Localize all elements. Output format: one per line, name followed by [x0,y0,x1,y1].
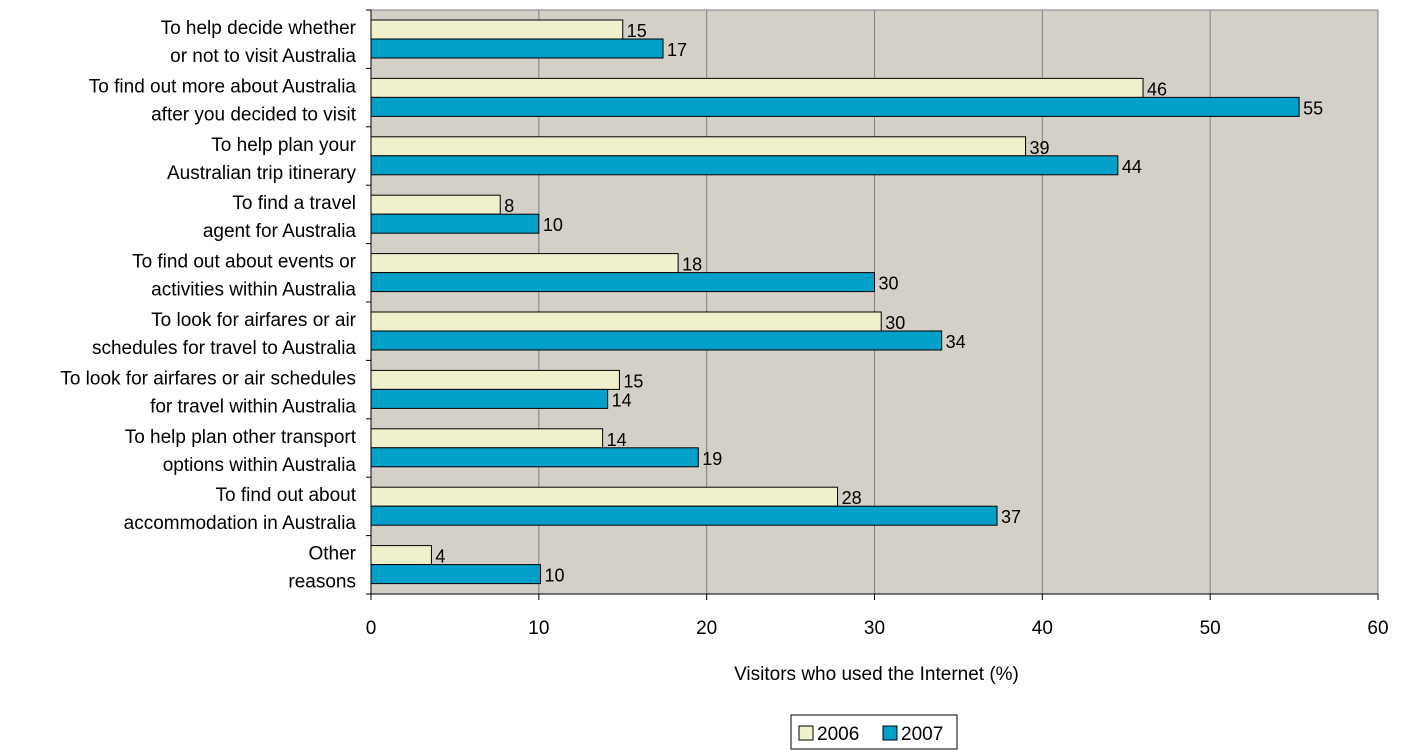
data-label: 14 [612,390,632,410]
bar-2007 [370,272,875,293]
category-label: To find out about events or [132,252,357,273]
x-tick-labels: 0 10 20 30 40 50 60 [366,618,1389,639]
data-label: 30 [885,313,905,333]
category-label: To find out more about Australia [89,76,357,97]
x-tick-label: 30 [864,618,885,639]
category-label: To help decide whether [161,18,357,39]
data-label: 34 [946,332,966,352]
category-label: accommodation in Australia [124,513,357,534]
data-label: 55 [1303,98,1323,118]
data-label: 14 [607,430,627,450]
data-label: 10 [543,215,563,235]
legend-swatch-2006 [798,725,814,741]
legend-label-2006: 2006 [817,724,859,745]
category-label: Australian trip itinerary [167,163,357,184]
data-label: 15 [623,371,643,391]
bar-2007 [370,213,540,234]
category-label: To help plan your [211,135,356,156]
category-label: or not to visit Australia [170,46,356,67]
data-label: 17 [667,40,687,60]
category-label: To find a travel [232,193,356,214]
data-label: 44 [1122,157,1142,177]
legend: 2006 2007 [790,714,958,750]
data-label: 30 [879,274,899,294]
data-label: 39 [1030,138,1050,158]
category-labels: To help decide whether or not to visit Au… [60,18,356,593]
data-label: 18 [682,255,702,275]
legend-box [790,714,958,750]
bar-2007 [370,564,542,585]
category-label: for travel within Australia [150,396,356,417]
bar-2006 [370,194,501,215]
x-tick-label: 40 [1032,618,1053,639]
bar-2007 [370,155,1119,176]
data-label: 10 [545,566,565,586]
bars [370,19,1300,585]
bar-2006 [370,77,1144,98]
bar-2006 [370,428,604,449]
category-label: To help plan other transport [125,427,357,448]
legend-swatch-2007 [882,725,898,741]
data-label: 46 [1147,79,1167,99]
bar-2006 [370,253,679,274]
x-axis-title: Visitors who used the Internet (%) [734,664,1019,685]
axes [366,9,1379,600]
data-label: 15 [627,21,647,41]
x-tick-label: 0 [366,618,377,639]
category-label: To look for airfares or air schedules [60,368,356,389]
bar-2006 [370,545,432,566]
category-label: Other [308,544,356,565]
bar-2006 [370,369,620,390]
x-tick-label: 60 [1367,618,1388,639]
bar-2006 [370,486,839,507]
data-label: 28 [842,488,862,508]
category-label: after you decided to visit [151,104,357,125]
category-label: options within Australia [163,455,357,476]
bar-2006 [370,136,1027,157]
bar-2006 [370,311,882,332]
category-label: To look for airfares or air [151,310,357,331]
data-label: 19 [702,449,722,469]
category-label: schedules for travel to Australia [92,338,356,359]
data-label: 4 [435,547,445,567]
bar-2007 [370,447,699,468]
bar-2007 [370,505,998,526]
x-tick-label: 10 [528,618,549,639]
legend-label-2007: 2007 [901,724,943,745]
data-label: 37 [1001,507,1021,527]
bar-2007 [370,38,664,59]
x-tick-label: 50 [1200,618,1221,639]
data-label: 8 [504,196,514,216]
category-label: To find out about [216,485,357,506]
category-label: agent for Australia [203,221,357,242]
category-label: reasons [288,572,356,593]
category-label: activities within Australia [151,280,356,301]
bar-2006 [370,19,624,40]
x-tick-label: 20 [696,618,717,639]
bar-2007 [370,388,609,409]
bar-2007 [370,330,943,351]
bar-2007 [370,96,1300,117]
